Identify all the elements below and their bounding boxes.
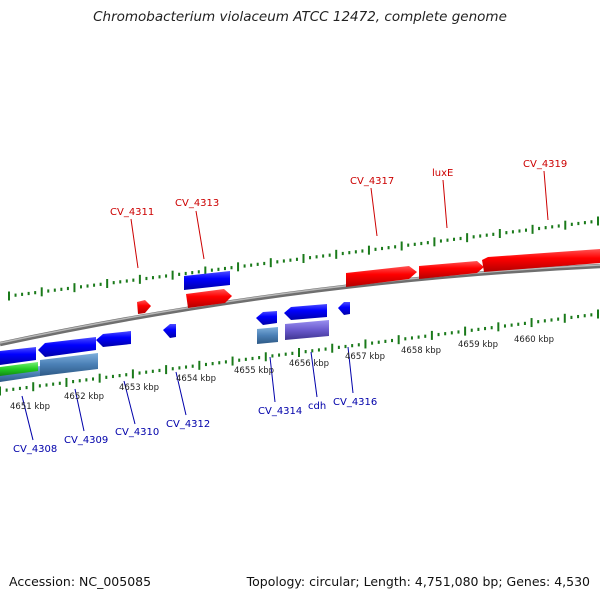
feature-steel-2[interactable] xyxy=(40,353,98,376)
reverse-scale-ticks xyxy=(0,309,599,396)
accession-label: Accession: NC_005085 xyxy=(9,574,152,589)
gene-label-forward[interactable]: CV_4319 xyxy=(523,159,567,170)
feature-green[interactable] xyxy=(0,362,38,376)
gene-leader-reverse xyxy=(175,371,187,416)
gene-leader-reverse xyxy=(74,388,85,432)
gene-label-reverse[interactable]: cdh xyxy=(308,401,326,412)
gene-label-reverse[interactable]: CV_4314 xyxy=(258,406,302,417)
scale-label: 4660 kbp xyxy=(514,335,554,345)
gene-label-forward[interactable]: luxE xyxy=(432,168,453,179)
reverse-features xyxy=(0,320,329,382)
scale-label: 4655 kbp xyxy=(234,366,274,376)
gene-label-reverse[interactable]: CV_4309 xyxy=(64,435,108,446)
gene-arrow-cv-4308[interactable] xyxy=(0,347,36,365)
scale-label: 4656 kbp xyxy=(289,359,329,369)
scale-labels: 4651 kbp 4652 kbp 4653 kbp 4654 kbp 4655 kbp… xyxy=(10,335,554,412)
genome-backbone xyxy=(0,263,600,347)
feature-purple[interactable] xyxy=(285,320,329,340)
gene-leader-forward xyxy=(370,187,378,237)
gene-label-forward[interactable]: CV_4313 xyxy=(175,198,219,209)
scale-label: 4657 kbp xyxy=(345,352,385,362)
feature-steel-3[interactable] xyxy=(257,327,278,344)
gene-label-forward[interactable]: CV_4311 xyxy=(110,207,154,218)
gene-arrow-cdh[interactable] xyxy=(284,304,327,320)
scale-label: 4652 kbp xyxy=(64,392,104,402)
gene-label-reverse[interactable]: CV_4312 xyxy=(166,419,210,430)
gene-arrow-cv-4309[interactable] xyxy=(38,337,96,357)
gene-leader-reverse xyxy=(21,395,34,441)
gene-arrow-cv-4316[interactable] xyxy=(338,302,350,315)
gene-leader-reverse xyxy=(310,351,318,398)
gene-label-reverse[interactable]: CV_4310 xyxy=(115,427,159,438)
gene-label-reverse[interactable]: CV_4308 xyxy=(13,444,57,455)
gene-leader-reverse xyxy=(123,380,136,425)
map-title: Chromobacterium violaceum ATCC 12472, co… xyxy=(93,9,507,25)
gene-labels: CV_4311 CV_4313 CV_4317 luxE CV_4319 CV_4308 C… xyxy=(13,159,567,455)
scale-label: 4651 kbp xyxy=(10,402,50,412)
forward-genes xyxy=(137,249,600,314)
gene-arrow-luxe[interactable] xyxy=(419,261,484,279)
gene-arrow-cv-4314[interactable] xyxy=(256,311,277,325)
gene-arrow-cv-4310[interactable] xyxy=(96,331,131,347)
gene-arrow-cv-4313[interactable] xyxy=(186,289,232,308)
gene-leader-forward xyxy=(442,179,448,229)
forward-scale-ticks xyxy=(8,216,599,301)
gene-leader-forward xyxy=(130,218,139,269)
reverse-genes xyxy=(0,302,350,365)
gene-block-forward-blue[interactable] xyxy=(184,271,230,290)
genome-summary: Topology: circular; Length: 4,751,080 bp… xyxy=(246,574,590,589)
gene-leader-reverse xyxy=(347,346,354,394)
gene-leader-reverse xyxy=(269,356,276,403)
gene-arrow-cv-4317[interactable] xyxy=(346,266,417,287)
gene-label-forward[interactable]: CV_4317 xyxy=(350,176,394,187)
scale-label: 4653 kbp xyxy=(119,383,159,393)
scale-label: 4658 kbp xyxy=(401,346,441,356)
gene-arrow-cv-4319[interactable] xyxy=(482,249,600,272)
gene-arrow-cv-4312[interactable] xyxy=(163,324,176,338)
gene-label-reverse[interactable]: CV_4316 xyxy=(333,397,377,408)
gene-arrow-cv-4311[interactable] xyxy=(137,300,151,314)
gene-leader-forward xyxy=(543,170,549,221)
gene-leader-forward xyxy=(195,210,205,260)
scale-label: 4659 kbp xyxy=(458,340,498,350)
scale-label: 4654 kbp xyxy=(176,374,216,384)
